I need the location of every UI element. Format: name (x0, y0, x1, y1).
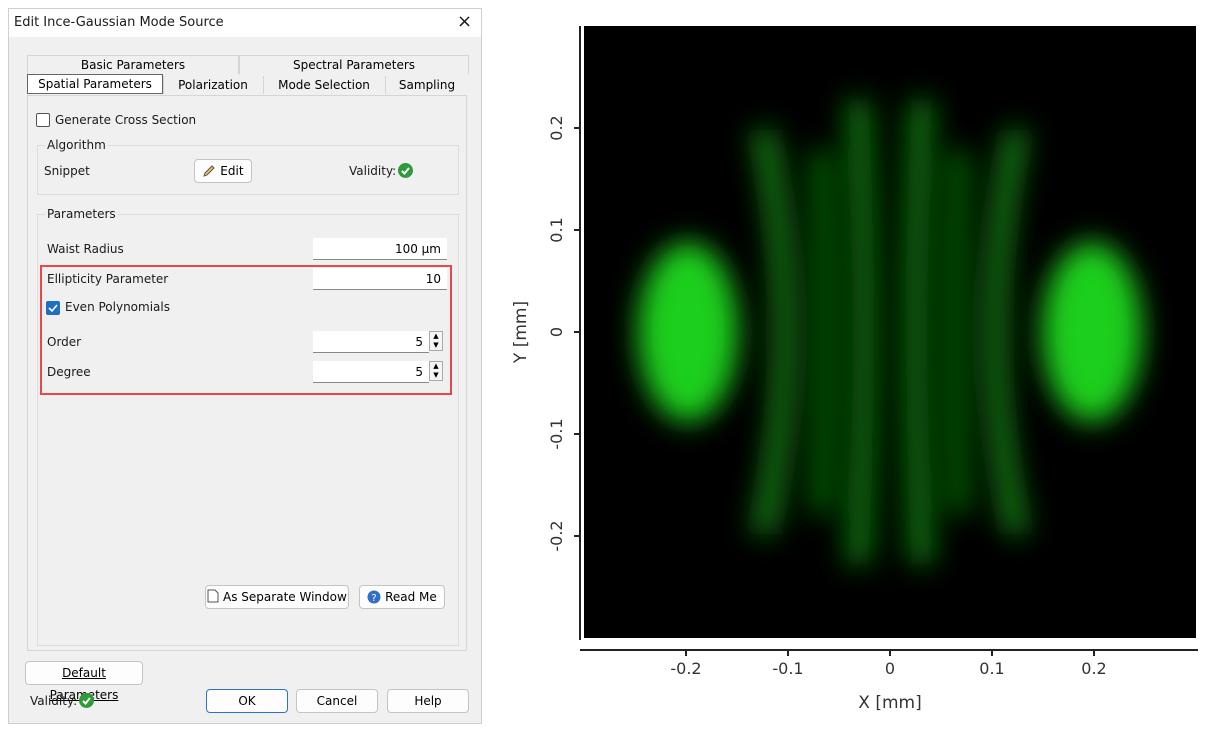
input[interactable]: 100 µm (313, 238, 447, 260)
y-tick-label: 0.1 (547, 217, 566, 242)
checkbox-label: Generate Cross Section (55, 113, 197, 127)
tab-panel (27, 95, 467, 651)
read-me-button[interactable]: ? Read Me (359, 585, 445, 609)
input[interactable]: 10 (313, 268, 447, 290)
x-tick-label: 0.1 (979, 659, 1004, 678)
edit-button[interactable]: Edit (194, 159, 252, 183)
checkbox-label: Even Polynomials (65, 300, 170, 314)
heatmap (638, 100, 1142, 564)
valid-icon (398, 163, 413, 178)
tab[interactable]: Sampling (385, 76, 468, 94)
parameters-group (37, 214, 459, 646)
default-button[interactable]: Default Parameters (25, 661, 143, 702)
tab[interactable]: Basic Parameters (27, 55, 239, 74)
tab-active[interactable]: Spatial Parameters (27, 74, 163, 94)
y-tick-label: -0.2 (547, 520, 566, 551)
x-axis-label: X [mm] (858, 693, 921, 713)
x-tick-label: -0.2 (670, 659, 701, 678)
plot: X [mm] Y [mm] -0.2 -0.1 0 0.1 0.2 -0.2 -0.1 0 0.… (511, 26, 1198, 713)
valid-icon (79, 693, 94, 708)
dialog-title: Edit Ince-Gaussian Mode Source (14, 15, 224, 30)
label: Validity: (349, 164, 397, 178)
checkbox[interactable] (36, 113, 50, 127)
label: Snippet (44, 164, 90, 178)
title-bar (9, 9, 481, 37)
button-label: Read Me (385, 590, 437, 604)
button-label: As Separate Window (223, 590, 347, 604)
spin-buttons[interactable]: ▲ ▼ (429, 331, 443, 351)
tab[interactable]: Mode Selection (263, 76, 384, 94)
group-title: Algorithm (45, 138, 108, 152)
dialog: Edit Ince-Gaussian Mode Source × Basic P… (8, 8, 482, 724)
y-axis-label: Y [mm] (511, 301, 531, 364)
cancel-button[interactable]: Cancel (296, 689, 378, 713)
pencil-icon (203, 165, 216, 177)
y-tick-label: -0.1 (547, 418, 566, 449)
highlight-box (40, 265, 452, 395)
label: Order (47, 335, 82, 349)
label: Degree (47, 365, 91, 379)
help-icon: ? (367, 590, 381, 604)
tab[interactable]: Spectral Parameters (239, 55, 469, 74)
label: Waist Radius (47, 242, 124, 256)
tab[interactable]: Polarization (163, 76, 262, 94)
button-label: Edit (220, 164, 244, 178)
spin-buttons[interactable]: ▲ ▼ (429, 361, 443, 381)
x-tick-label: 0.2 (1081, 659, 1106, 678)
ok-button[interactable]: OK (206, 689, 288, 713)
y-tick-label: 0.2 (547, 115, 566, 140)
label: Ellipticity Parameter (47, 272, 169, 286)
close-button[interactable]: × (457, 11, 473, 32)
spin-input[interactable]: 5 (313, 361, 429, 383)
doc-icon (207, 589, 219, 603)
spin-input[interactable]: 5 (313, 331, 429, 353)
x-tick-label: -0.1 (772, 659, 803, 678)
separate-window-button[interactable]: As Separate Window (205, 585, 349, 609)
group-title: Parameters (45, 207, 118, 221)
checkbox-checked[interactable] (46, 301, 60, 315)
y-tick-label: 0 (547, 327, 566, 337)
help-button[interactable]: Help (387, 689, 469, 713)
svg-text:?: ? (372, 593, 377, 604)
label: Validity: (30, 694, 78, 708)
x-tick-label: 0 (885, 659, 895, 678)
algorithm-group (37, 145, 459, 195)
